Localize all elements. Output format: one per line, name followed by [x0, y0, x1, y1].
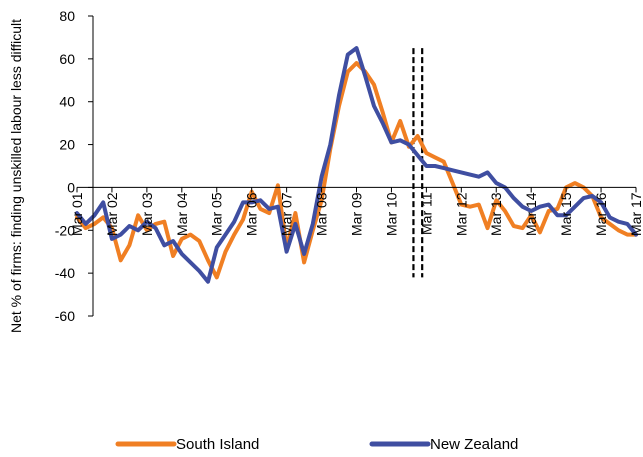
legend-item-south-island: South Island [115, 436, 259, 453]
x-tick-label: Mar 10 [383, 192, 399, 236]
x-tick-label: Mar 07 [279, 192, 295, 236]
legend-item-new-zealand: New Zealand [369, 436, 518, 453]
y-tick-label: 0 [67, 179, 75, 195]
y-tick-label: -60 [55, 308, 75, 324]
x-tick-labels: Mar 01 Mar 02 Mar 03 Mar 04 Mar 05 Mar 06 Mar … [69, 192, 643, 236]
x-tick-label: Mar 05 [209, 192, 225, 236]
x-tick-label: Mar 12 [453, 192, 469, 236]
y-axis-label: Net % of firms: finding unskilled labour… [8, 19, 24, 333]
x-tick-label: Mar 13 [488, 192, 504, 236]
y-tick-label: 60 [59, 51, 75, 67]
x-tick-label: Mar 06 [244, 192, 260, 236]
legend-label-new-zealand: New Zealand [430, 436, 518, 453]
legend: South Island New Zealand [115, 436, 518, 453]
y-tick-labels: -60 -40 -20 0 20 40 60 80 [55, 8, 75, 324]
legend-label-south-island: South Island [176, 436, 259, 453]
x-tick-label: Mar 16 [593, 192, 609, 236]
vertical-dashed-lines [412, 48, 424, 278]
x-tick-label: Mar 14 [523, 192, 539, 236]
y-tick-label: 20 [59, 137, 75, 153]
x-tick-label: Mar 08 [314, 192, 330, 236]
x-tick-label: Mar 15 [558, 192, 574, 236]
y-tick-label: -20 [55, 222, 75, 238]
axes [76, 15, 637, 317]
x-tick-label: Mar 09 [349, 192, 365, 236]
x-tick-label: Mar 02 [104, 192, 120, 236]
y-tick-label: 40 [59, 94, 75, 110]
series-line-new-zealand [75, 46, 638, 284]
x-tick-label: Mar 01 [69, 192, 85, 236]
x-tick-label: Mar 04 [174, 192, 190, 236]
y-tick-label: 80 [59, 8, 75, 24]
x-tick-label: Mar 17 [628, 192, 643, 236]
x-tick-label: Mar 03 [139, 192, 155, 236]
series-lines [75, 46, 638, 284]
x-tick-label: Mar 11 [418, 192, 434, 235]
y-tick-label: -40 [55, 265, 75, 281]
series-line-south-island [75, 61, 638, 280]
